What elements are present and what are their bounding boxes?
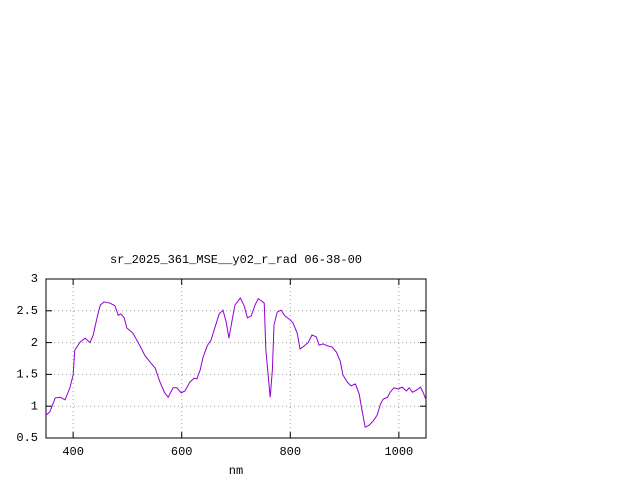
data-line — [45, 297, 427, 428]
x-tick-label: 800 — [279, 445, 301, 459]
y-tick-label: 0.5 — [16, 431, 38, 445]
y-tick-label: 3 — [31, 272, 38, 286]
x-tick-label: 400 — [62, 445, 84, 459]
y-tick-label: 1.5 — [16, 368, 38, 382]
x-tick-label: 1000 — [384, 445, 413, 459]
y-tick-label: 2 — [31, 336, 38, 350]
y-tick-label: 1 — [31, 399, 38, 413]
x-axis-label: nm — [229, 464, 243, 478]
chart-title: sr_2025_361_MSE__y02_r_rad 06-38-00 — [110, 253, 362, 267]
y-tick-label: 2.5 — [16, 304, 38, 318]
x-tick-label: 600 — [171, 445, 193, 459]
plot-border — [45, 278, 427, 439]
